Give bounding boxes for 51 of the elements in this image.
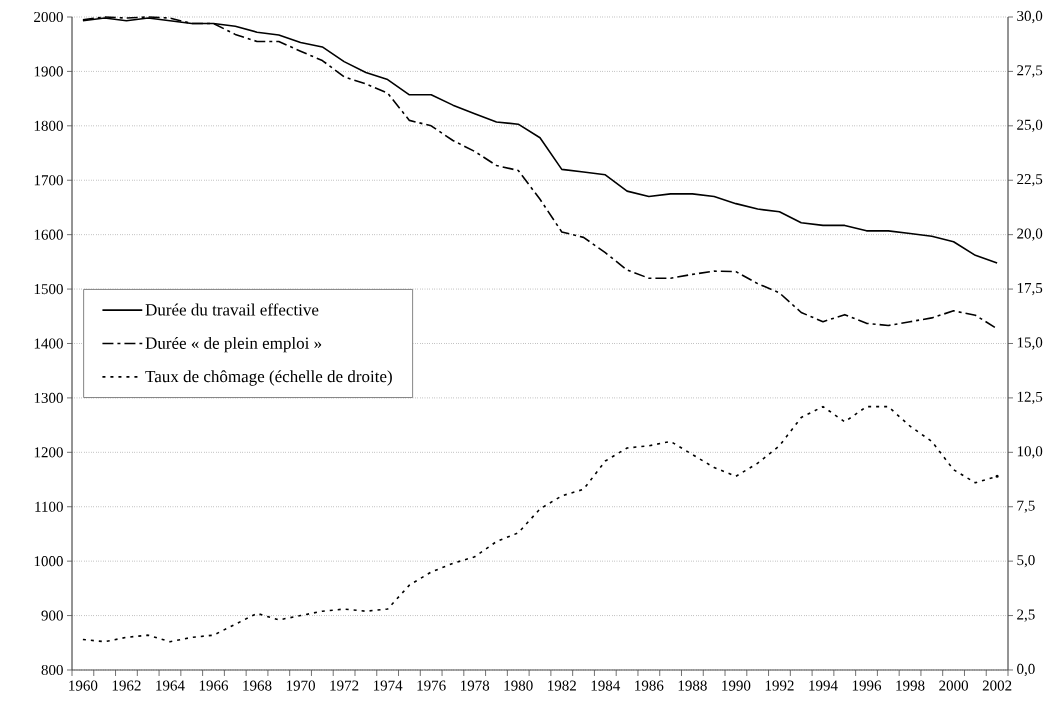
x-tick-label: 2000 bbox=[939, 680, 969, 691]
x-tick-label: 1990 bbox=[722, 680, 751, 691]
x-tick-label: 1960 bbox=[69, 680, 98, 691]
x-tick-label: 1978 bbox=[461, 680, 490, 691]
x-tick-label: 1984 bbox=[591, 680, 621, 691]
y-tick-label: 1400 bbox=[34, 338, 63, 349]
y2-tick-label: 17,5 bbox=[1017, 282, 1043, 296]
y-tick-label: 2000 bbox=[34, 11, 63, 23]
y-tick-label: 800 bbox=[41, 664, 63, 676]
x-tick-label: 1966 bbox=[199, 680, 229, 691]
x-tick-label: 1986 bbox=[635, 680, 664, 691]
x-tick-label: 1962 bbox=[112, 680, 141, 691]
x-tick-label: 1980 bbox=[504, 680, 533, 691]
x-tick-label: 2002 bbox=[982, 680, 1012, 691]
y-tick-label: 1900 bbox=[34, 66, 63, 77]
legend-label: Durée « de plein emploi » bbox=[145, 336, 322, 353]
y-tick-label: 1500 bbox=[34, 284, 63, 295]
legend-label: Durée du travail effective bbox=[145, 303, 319, 316]
y-tick-label: 900 bbox=[41, 610, 63, 621]
y2-tick-label: 25,0 bbox=[1017, 119, 1043, 132]
y-tick-label: 1600 bbox=[34, 229, 63, 240]
y-tick-label: 1700 bbox=[34, 175, 63, 186]
x-tick-label: 1982 bbox=[548, 680, 576, 691]
x-tick-label: 1972 bbox=[330, 680, 359, 691]
x-tick-label: 1994 bbox=[809, 680, 838, 691]
x-tick-label: 1976 bbox=[417, 680, 446, 691]
y2-tick-label: 5,0 bbox=[1017, 555, 1035, 568]
y-tick-label: 1200 bbox=[34, 447, 63, 458]
x-tick-label: 1970 bbox=[286, 680, 315, 691]
x-tick-label: 1998 bbox=[896, 680, 925, 691]
x-tick-label: 1964 bbox=[156, 680, 185, 691]
legend-label: Taux de chômage (échelle de droite) bbox=[145, 370, 392, 386]
y2-tick-label: 0,0 bbox=[1017, 663, 1035, 677]
x-tick-label: 1992 bbox=[765, 680, 794, 691]
y2-tick-label: 20,0 bbox=[1017, 228, 1043, 241]
y2-tick-label: 15,0 bbox=[1017, 337, 1043, 350]
y2-tick-label: 30,0 bbox=[1017, 10, 1043, 24]
y2-tick-label: 22,5 bbox=[1017, 174, 1043, 187]
x-tick-label: 1974 bbox=[373, 680, 403, 691]
y-tick-label: 1800 bbox=[34, 120, 63, 131]
y-tick-label: 1100 bbox=[35, 501, 63, 512]
y2-tick-label: 27,5 bbox=[1017, 65, 1043, 78]
x-tick-label: 1996 bbox=[852, 680, 882, 691]
y2-tick-label: 12,5 bbox=[1017, 391, 1043, 405]
y2-tick-label: 7,5 bbox=[1017, 500, 1035, 513]
y2-tick-label: 2,5 bbox=[1017, 609, 1035, 622]
y-tick-label: 1000 bbox=[34, 556, 63, 567]
x-tick-label: 1968 bbox=[243, 680, 272, 691]
x-tick-label: 1988 bbox=[678, 680, 707, 691]
y-tick-label: 1300 bbox=[34, 392, 63, 403]
y2-tick-label: 10,0 bbox=[1017, 446, 1043, 459]
